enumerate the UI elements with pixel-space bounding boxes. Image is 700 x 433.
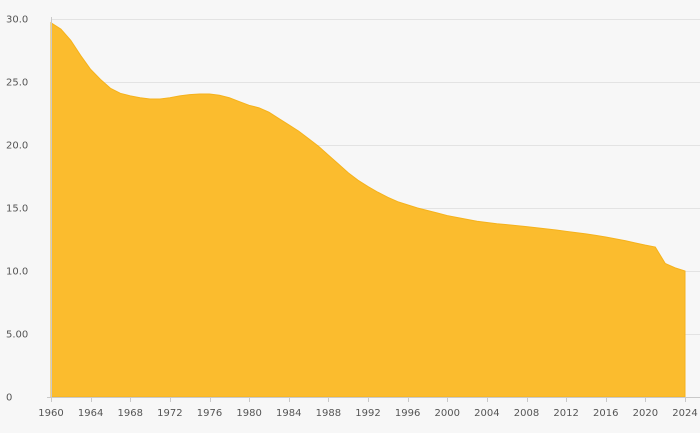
x-tick-label: 1996 xyxy=(395,408,420,419)
series-area xyxy=(50,21,686,398)
x-tick-label: 2012 xyxy=(553,408,578,419)
x-tick-label: 1972 xyxy=(157,408,182,419)
axes xyxy=(47,17,700,402)
x-tick-label: 1968 xyxy=(118,408,143,419)
data-area-layer xyxy=(50,21,686,398)
y-tick-label: 10.0 xyxy=(6,267,28,278)
x-tick-label: 1980 xyxy=(236,408,261,419)
x-axis-tick-labels: 1960 1964 1968 1972 1976 1980 1984 1988 1992 1996… xyxy=(38,408,697,419)
x-tick-label: 1964 xyxy=(78,408,103,419)
y-axis-tick-labels: 0 5.00 10.0 15.0 20.0 25.0 30.0 xyxy=(6,15,28,404)
x-tick-label: 1984 xyxy=(276,408,301,419)
x-tick-label: 2020 xyxy=(633,408,658,419)
x-tick-label: 1992 xyxy=(355,408,380,419)
x-tick-label: 1976 xyxy=(197,408,222,419)
x-tick-label: 2004 xyxy=(474,408,499,419)
x-tick-label: 1988 xyxy=(316,408,341,419)
x-tick-label: 2016 xyxy=(593,408,618,419)
x-tick-label: 2000 xyxy=(435,408,460,419)
y-tick-label: 25.0 xyxy=(6,78,28,89)
y-tick-label: 15.0 xyxy=(6,204,28,215)
y-tick-label: 30.0 xyxy=(6,15,28,26)
y-tick-label: 0 xyxy=(6,393,12,404)
x-tick-label: 1960 xyxy=(38,408,63,419)
y-tick-label: 5.00 xyxy=(6,330,28,341)
x-tick-label: 2008 xyxy=(514,408,539,419)
y-tick-label: 20.0 xyxy=(6,141,28,152)
x-tick-label: 2024 xyxy=(672,408,697,419)
